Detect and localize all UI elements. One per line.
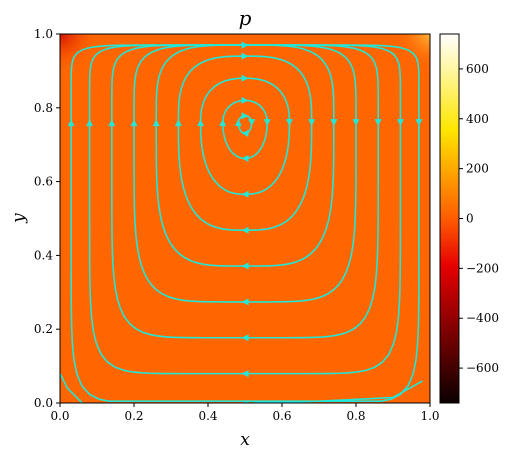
streamline-arrow <box>241 41 249 49</box>
colorbar-gradient <box>439 33 460 404</box>
streamline-arrow <box>241 370 249 378</box>
streamline-arrow <box>241 190 249 198</box>
x-tick-label: 0.4 <box>198 409 217 423</box>
streamline-arrow <box>234 119 242 127</box>
x-axis-label: x <box>240 430 250 450</box>
streamline-arrow <box>242 400 249 403</box>
streamline-arrow <box>396 119 404 127</box>
pressure-low-corner <box>60 34 100 74</box>
colorbar: 600 400 200 0 −200 −400 −600 <box>439 33 499 404</box>
streamline-arrow <box>67 119 75 127</box>
streamline-arrow <box>241 74 249 82</box>
y-tick-label: 0.0 <box>34 396 53 410</box>
streamline-arrow <box>241 298 249 306</box>
x-axis: 0.0 0.2 0.4 0.6 0.8 1.0 <box>50 403 440 423</box>
colorbar-tick-label: −600 <box>466 361 499 375</box>
pressure-high-corner <box>395 34 430 69</box>
y-tick-label: 1.0 <box>34 27 53 41</box>
streamline-arrow <box>241 334 249 342</box>
streamlines <box>60 41 423 403</box>
y-tick-label: 0.6 <box>34 175 53 189</box>
y-tick-label: 0.2 <box>34 322 53 336</box>
streamline-arrow <box>86 119 94 127</box>
colorbar-ticks: 600 400 200 0 −200 −400 −600 <box>459 62 499 375</box>
streamline-arrow <box>241 130 249 137</box>
x-tick-label: 0.0 <box>50 409 69 423</box>
streamline-arrow <box>263 119 271 127</box>
pressure-field <box>60 34 430 403</box>
streamline-arrow <box>241 112 249 120</box>
streamline-arrow <box>248 119 256 127</box>
streamline-arrow <box>152 119 160 127</box>
streamline-arrow <box>330 119 338 127</box>
streamline-arrow <box>374 119 382 127</box>
x-tick-label: 0.6 <box>272 409 291 423</box>
plot-frame <box>59 33 431 404</box>
streamline-arrow <box>241 226 249 234</box>
x-tick-label: 1.0 <box>420 409 439 423</box>
streamline-arrow <box>415 119 423 127</box>
streamline-arrow <box>352 119 360 127</box>
y-tick-label: 0.4 <box>34 248 53 262</box>
colorbar-tick-label: 200 <box>466 162 489 176</box>
y-axis-label: y <box>9 213 29 224</box>
colorbar-tick-label: −400 <box>466 311 499 325</box>
chart-title: p <box>239 6 252 30</box>
colorbar-tick-label: −200 <box>466 261 499 275</box>
streamline <box>60 373 83 403</box>
streamline-arrow <box>241 96 249 104</box>
streamline-arrow <box>174 119 182 127</box>
streamline-arrow <box>219 119 227 127</box>
plot-area <box>60 34 430 403</box>
streamline-arrow <box>241 52 249 60</box>
streamline-arrow <box>197 119 205 127</box>
streamline-arrow <box>130 119 138 127</box>
colorbar-tick-label: 0 <box>466 212 474 226</box>
streamline-arrow <box>241 262 249 270</box>
x-tick-label: 0.8 <box>346 409 365 423</box>
colorbar-tick-label: 600 <box>466 62 489 76</box>
streamline <box>252 380 423 403</box>
y-tick-label: 0.8 <box>34 101 53 115</box>
streamline-arrow <box>308 119 316 127</box>
streamline-arrow <box>241 155 249 162</box>
colorbar-tick-label: 400 <box>466 112 489 126</box>
streamline-arrow <box>285 119 293 127</box>
y-axis: 0.0 0.2 0.4 0.6 0.8 1.0 <box>34 27 60 410</box>
streamline-arrow <box>108 119 116 127</box>
x-tick-label: 0.2 <box>124 409 143 423</box>
